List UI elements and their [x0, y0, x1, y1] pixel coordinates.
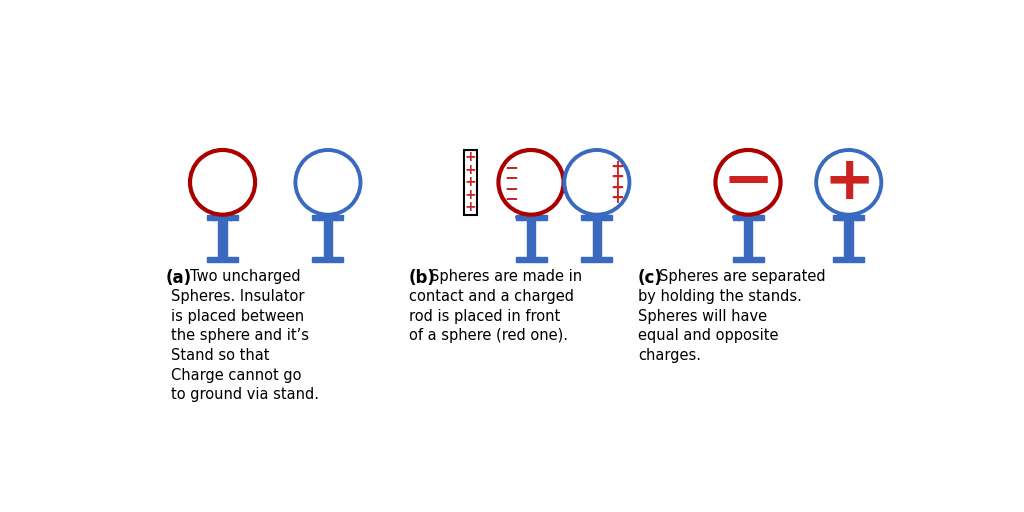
Bar: [464, 150, 477, 215]
Text: is placed between: is placed between: [171, 309, 304, 324]
Bar: [207, 257, 238, 263]
Text: +: +: [610, 158, 624, 176]
Bar: [743, 220, 753, 257]
Text: Stand so that: Stand so that: [171, 348, 269, 363]
Text: the sphere and it’s: the sphere and it’s: [171, 328, 308, 343]
Text: rod is placed in front: rod is placed in front: [409, 309, 560, 324]
Text: −: −: [504, 168, 518, 186]
Text: Two uncharged: Two uncharged: [190, 269, 301, 284]
Bar: [834, 215, 864, 220]
Text: equal and opposite: equal and opposite: [638, 328, 778, 343]
Text: +: +: [610, 189, 624, 207]
Bar: [515, 215, 547, 220]
Text: (c): (c): [638, 269, 663, 287]
Text: to ground via stand.: to ground via stand.: [171, 387, 318, 402]
Text: +: +: [465, 188, 476, 202]
Text: by holding the stands.: by holding the stands.: [638, 289, 802, 304]
Text: of a sphere (red one).: of a sphere (red one).: [409, 328, 567, 343]
Bar: [593, 220, 601, 257]
Text: contact and a charged: contact and a charged: [409, 289, 573, 304]
Bar: [582, 215, 612, 220]
Circle shape: [716, 150, 780, 215]
Text: −: −: [504, 179, 518, 197]
Bar: [515, 257, 547, 263]
Bar: [732, 215, 764, 220]
Text: −: −: [504, 158, 518, 176]
Bar: [324, 220, 332, 257]
Bar: [218, 220, 226, 257]
Text: Spheres are made in: Spheres are made in: [430, 269, 583, 284]
Text: +: +: [465, 200, 476, 214]
Circle shape: [564, 150, 630, 215]
Bar: [207, 215, 238, 220]
Bar: [732, 257, 764, 263]
Text: +: +: [465, 175, 476, 189]
Text: Charge cannot go: Charge cannot go: [171, 368, 301, 382]
Text: +: +: [823, 153, 874, 212]
Text: (a): (a): [165, 269, 191, 287]
Text: Spheres will have: Spheres will have: [638, 309, 767, 324]
Text: +: +: [465, 163, 476, 177]
Bar: [312, 257, 343, 263]
Text: (b): (b): [409, 269, 435, 287]
Bar: [312, 215, 343, 220]
Bar: [582, 257, 612, 263]
Text: Spheres are separated: Spheres are separated: [658, 269, 825, 284]
Text: charges.: charges.: [638, 348, 701, 363]
Bar: [845, 220, 853, 257]
Text: Spheres. Insulator: Spheres. Insulator: [171, 289, 304, 304]
Circle shape: [295, 150, 360, 215]
Text: +: +: [610, 168, 624, 186]
Text: +: +: [465, 151, 476, 164]
Text: −: −: [504, 189, 518, 207]
Circle shape: [499, 150, 563, 215]
Bar: [834, 257, 864, 263]
Circle shape: [190, 150, 255, 215]
Text: −: −: [722, 153, 773, 212]
Bar: [526, 220, 536, 257]
Circle shape: [816, 150, 882, 215]
Text: +: +: [610, 179, 624, 197]
